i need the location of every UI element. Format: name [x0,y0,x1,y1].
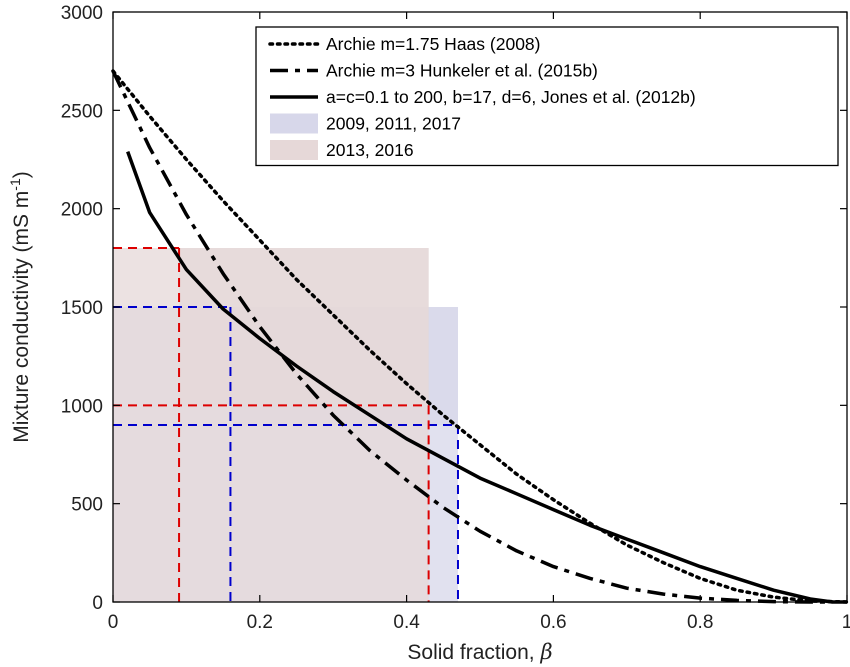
y-tick-label: 2500 [61,101,103,122]
y-axis-label: Mixture conductivity (mS m-1) [7,171,33,443]
legend: Archie m=1.75 Haas (2008) Archie m=3 Hunk… [255,26,839,167]
legend-swatch-5 [270,140,318,160]
x-tick-label: 0.6 [540,612,566,633]
legend-swatch-4 [270,113,318,134]
y-tick-label: 1000 [61,396,103,417]
y-tick-label: 2000 [61,200,103,221]
guide-lines [113,247,459,602]
shaded-region-2-lower [113,405,180,602]
legend-label-4: 2009, 2011, 2017 [326,114,461,134]
series-line-3 [126,151,833,604]
y-axis-ticks: 0 500 1000 1500 2000 2500 3000 [61,3,847,614]
y-tick-label: 0 [92,593,103,614]
series-lines [111,69,849,604]
x-axis-label: Solid fraction, β [407,640,552,664]
y-tick-label: 500 [71,495,103,516]
legend-label-5: 2013, 2016 [326,140,414,160]
y-tick-label: 1500 [61,298,103,319]
x-axis-ticks: 0 0.2 0.4 0.6 0.8 1 [108,12,850,633]
series-line-2 [111,70,847,604]
x-tick-label: 0 [108,612,119,633]
x-tick-label: 0.4 [393,612,420,633]
x-tick-label: 0.8 [687,612,713,633]
legend-label-1: Archie m=1.75 Haas (2008) [326,34,541,54]
legend-label-3: a=c=0.1 to 200, b=17, d=6, Jones et al. … [326,87,696,107]
x-tick-label: 0.2 [247,612,273,633]
x-tick-label: 1 [842,612,850,633]
legend-box [255,26,839,167]
series-line-1 [111,69,849,604]
legend-label-2: Archie m=3 Hunkeler et al. (2015b) [326,61,598,81]
y-tick-label: 3000 [61,3,103,24]
